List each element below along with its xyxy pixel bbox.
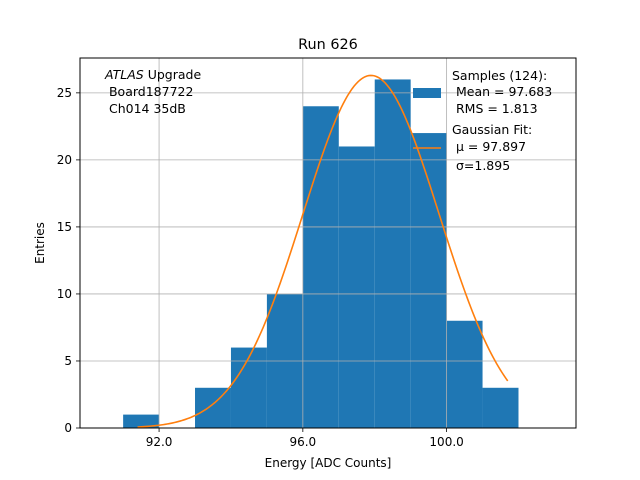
- legend-samples-patch: [413, 88, 441, 98]
- atlas-label: ATLAS: [104, 67, 144, 82]
- fit-curve: [137, 74, 509, 428]
- annotation-line-1: ATLAS Upgrade: [104, 67, 201, 82]
- gaussian-fit: [137, 74, 509, 428]
- legend-samples-line-3: RMS = 1.813: [452, 101, 538, 116]
- y-tick-label: 15: [57, 220, 72, 234]
- histogram-bar: [410, 133, 447, 429]
- histogram-bar: [482, 387, 519, 428]
- x-tick-label: 92.0: [146, 435, 173, 449]
- legend-samples-line-1: Samples (124):: [452, 68, 547, 83]
- x-tick-label: 96.0: [289, 435, 316, 449]
- legend-samples-line-2: Mean = 97.683: [452, 84, 552, 99]
- x-axis: 92.0 96.0 100.0: [146, 428, 464, 449]
- legend: Samples (124): Mean = 97.683 RMS = 1.813…: [413, 68, 552, 173]
- y-tick-label: 25: [57, 86, 72, 100]
- y-tick-label: 0: [64, 421, 72, 435]
- y-axis-label: Entries: [33, 222, 47, 264]
- atlas-annotation: ATLAS Upgrade Board187722 Ch014 35dB: [104, 67, 201, 116]
- legend-fit-line-1: Gaussian Fit:: [452, 122, 532, 137]
- annotation-channel: Ch014 35dB: [105, 101, 186, 116]
- histogram-bar: [195, 387, 231, 428]
- chart-title: Run 626: [298, 37, 358, 53]
- y-tick-label: 5: [64, 354, 72, 368]
- histogram-bar: [230, 347, 267, 428]
- histogram-bar: [338, 146, 375, 428]
- histogram-bar: [302, 106, 339, 429]
- legend-fit-line-2: μ = 97.897: [452, 139, 526, 154]
- y-tick-label: 20: [57, 153, 72, 167]
- upgrade-label: Upgrade: [144, 67, 202, 82]
- histogram-bar: [446, 320, 483, 428]
- plot-frame: [79, 57, 577, 429]
- y-axis: 0 5 10 15 20 25: [57, 86, 80, 435]
- y-tick-label: 10: [57, 287, 72, 301]
- x-tick-label: 100.0: [429, 435, 463, 449]
- x-axis-label: Energy [ADC Counts]: [265, 456, 392, 470]
- histogram-bar: [123, 414, 160, 428]
- legend-fit-line-3: σ=1.895: [452, 158, 510, 173]
- annotation-board: Board187722: [105, 84, 193, 99]
- histogram-bar: [374, 79, 411, 428]
